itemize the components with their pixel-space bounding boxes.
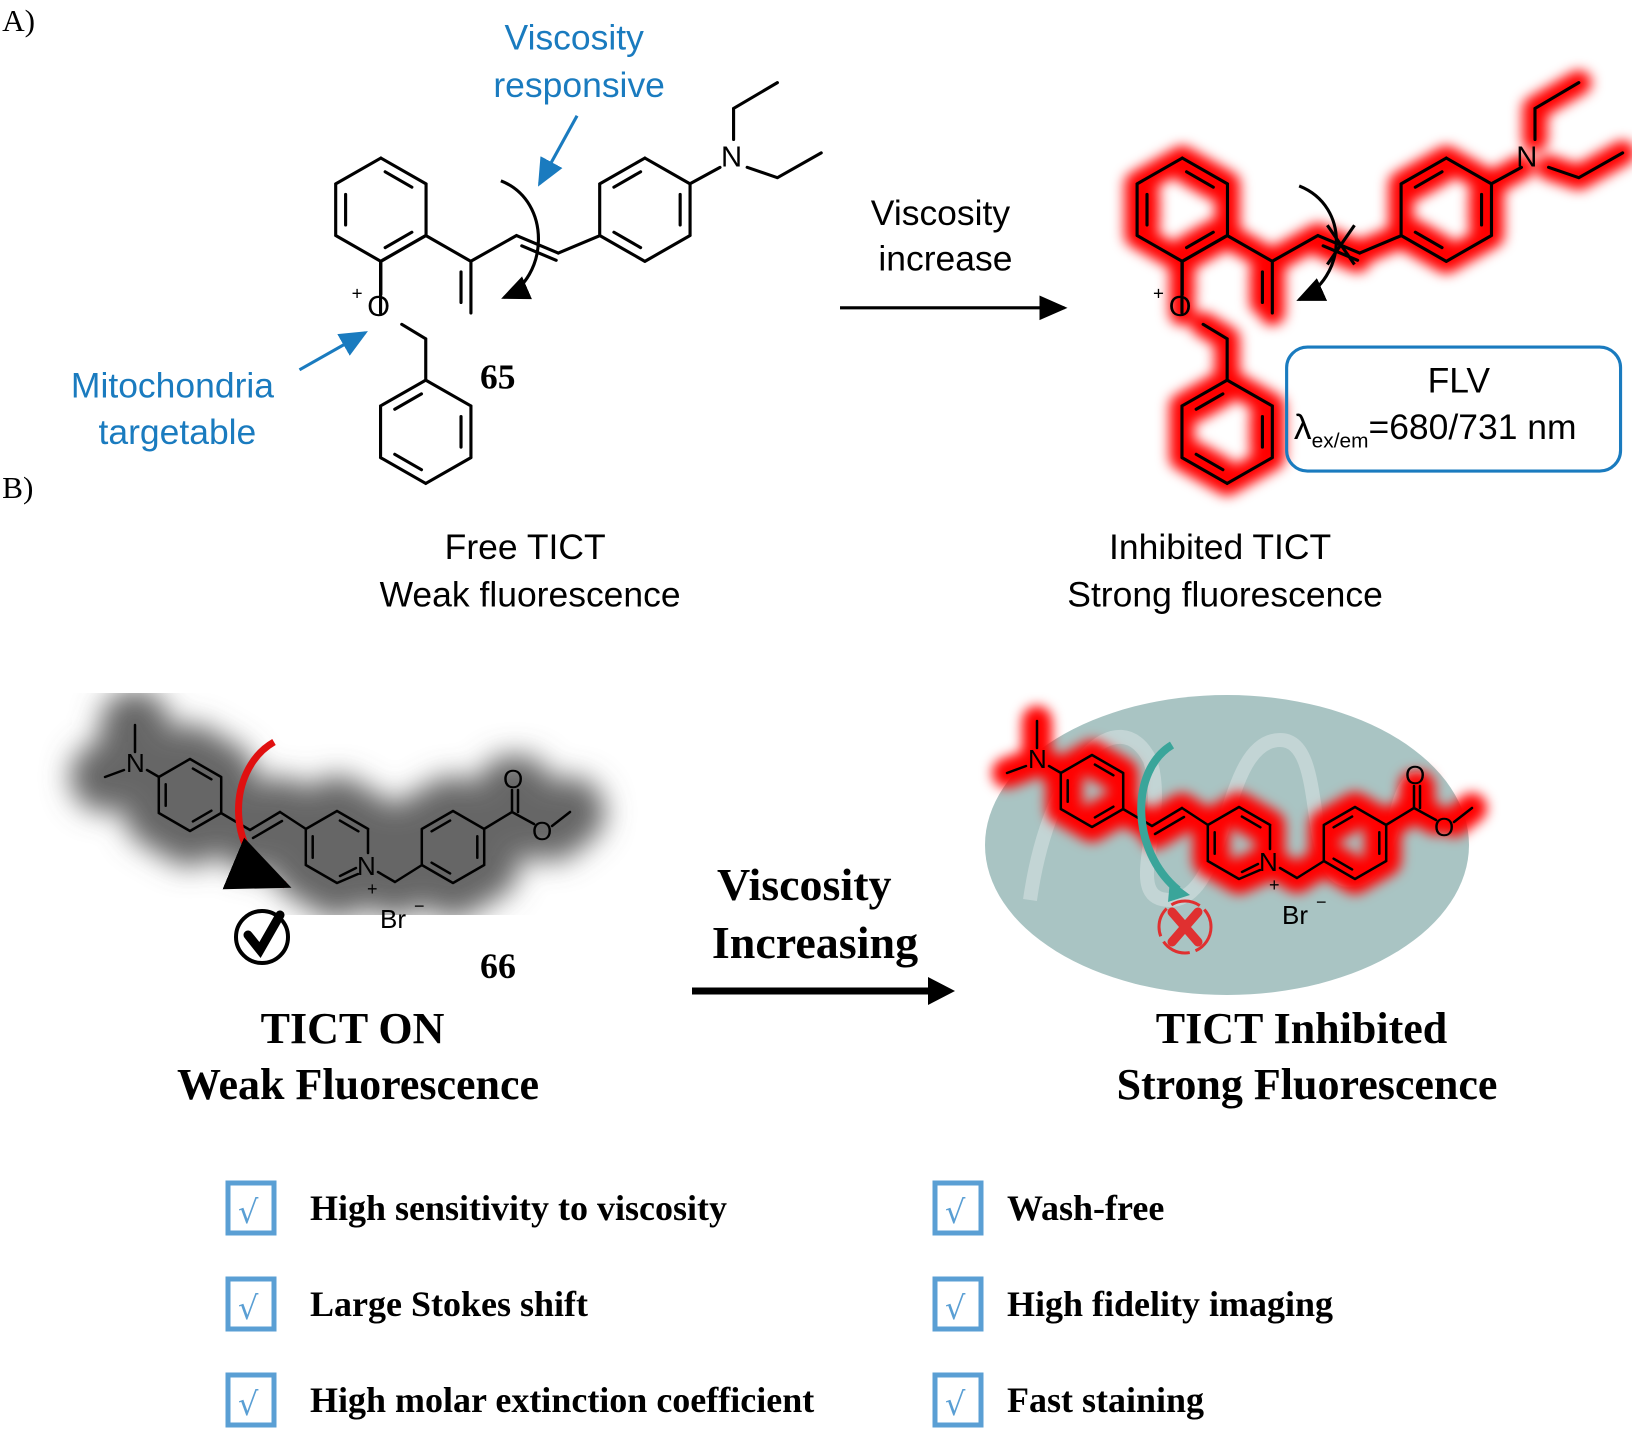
glow-halo	[70, 690, 605, 918]
nitrogen-atom-label: N	[126, 748, 145, 778]
feature-label: High molar extinction coefficient	[310, 1380, 814, 1420]
annotation-arrow-icon	[298, 331, 368, 372]
check-mark-icon: √	[945, 1385, 966, 1423]
oxygen-atom-label: O	[503, 764, 523, 794]
probe-wavelengths: λex/em=680/731 nm	[1294, 408, 1577, 452]
nitrogen-charge: +	[1269, 875, 1280, 895]
prohibited-x-icon	[1157, 899, 1213, 955]
check-mark-icon: √	[238, 1289, 259, 1327]
bromide-label: Br	[1282, 900, 1308, 930]
bromide-label: Br	[380, 904, 406, 934]
compound-66-in-mitochondria-structure	[992, 706, 1487, 894]
nitrogen-atom-label: N	[721, 141, 742, 173]
feature-label: Large Stokes shift	[310, 1284, 588, 1324]
nitrogen-atom-label: N	[1516, 141, 1537, 173]
checkbox-icon	[225, 1372, 277, 1428]
checkbox-icon	[932, 1180, 984, 1236]
check-mark-icon: √	[238, 1385, 259, 1423]
check-mark-icon: √	[945, 1289, 966, 1327]
feature-checklist: √ High sensitivity to viscosity √ Large Sto…	[225, 1180, 1333, 1428]
reaction-arrow-label: Viscosity increase	[871, 194, 1020, 278]
bromide-charge: −	[414, 896, 425, 916]
bond-lines	[103, 723, 572, 885]
oxygen-atom-label: O	[1169, 291, 1192, 323]
annotation-arrow-icon	[537, 114, 579, 187]
oxygen-charge: +	[1153, 283, 1164, 304]
compound-number-66: 66	[480, 946, 516, 986]
feature-label: Wash-free	[1007, 1188, 1164, 1228]
feature-label: High sensitivity to viscosity	[310, 1188, 727, 1228]
mitochondria-targetable-annotation: Mitochondria targetable	[71, 367, 284, 452]
arrowhead-icon	[928, 977, 955, 1005]
feature-label: Fast staining	[1007, 1380, 1204, 1420]
compound-66-structure	[70, 690, 605, 918]
oxygen-atom-label: O	[1434, 812, 1454, 842]
compound-65-atom-labels: O + N	[352, 141, 743, 323]
left-caption-a: Free TICT Weak fluorescence	[380, 528, 681, 614]
checkbox-icon	[225, 1180, 277, 1236]
flv-glowing-structure	[1124, 70, 1632, 496]
compound-66-glow-atom-labels: N N + O O Br −	[1028, 744, 1454, 930]
check-mark-icon: √	[945, 1193, 966, 1231]
bond-lines	[1005, 719, 1474, 881]
viscosity-responsive-annotation: Viscosity responsive	[493, 19, 665, 105]
rotation-arrow-icon	[1296, 184, 1338, 301]
feature-item: √ High molar extinction coefficient	[225, 1372, 814, 1428]
nitrogen-atom-label: N	[1028, 744, 1047, 774]
bond-lines	[334, 81, 823, 485]
probe-name: FLV	[1428, 362, 1491, 401]
oxygen-atom-label: O	[367, 291, 390, 323]
compound-65-structure	[334, 81, 823, 485]
checkbox-icon	[932, 1372, 984, 1428]
compound-number-65: 65	[480, 358, 515, 397]
blocked-cross-icon	[1326, 224, 1356, 266]
oxygen-atom-label: O	[1405, 760, 1425, 790]
compound-66-atom-labels: N N + O O Br −	[126, 748, 552, 934]
rotation-arrow-icon	[222, 738, 292, 890]
nitrogen-atom-label: N	[1259, 847, 1278, 877]
checkbox-icon	[225, 1276, 277, 1332]
check-mark-icon: √	[238, 1193, 259, 1231]
nitrogen-charge: +	[367, 879, 378, 899]
nitrogen-atom-label: N	[357, 851, 376, 881]
flv-atom-labels: O + N	[1153, 141, 1537, 323]
bond-lines	[1135, 81, 1625, 485]
arrowhead-icon	[1168, 880, 1190, 902]
checkbox-icon	[932, 1276, 984, 1332]
oxygen-atom-label: O	[532, 816, 552, 846]
check-circle-icon	[234, 909, 290, 965]
right-caption-b: TICT Inhibited Strong Fluorescence	[1117, 1004, 1498, 1109]
reaction-arrow-label-b: Viscosity Increasing	[712, 859, 918, 968]
feature-label: High fidelity imaging	[1007, 1284, 1333, 1324]
feature-item: √ High sensitivity to viscosity	[225, 1180, 727, 1236]
feature-item: √ High fidelity imaging	[932, 1276, 1333, 1332]
blocked-rotation-arrow-icon	[1137, 741, 1181, 894]
panel-a-label: A)	[2, 3, 35, 38]
feature-item: √ Fast staining	[932, 1372, 1204, 1428]
left-caption-b: TICT ON Weak Fluorescence	[177, 1004, 539, 1109]
feature-item: √ Large Stokes shift	[225, 1276, 588, 1332]
rotation-arrow-icon	[500, 179, 541, 300]
flv-info-box: FLV λex/em=680/731 nm	[1285, 345, 1623, 473]
feature-item: √ Wash-free	[932, 1180, 1164, 1236]
bromide-charge: −	[1316, 892, 1327, 912]
panel-b-label: B)	[2, 470, 33, 505]
right-caption-a: Inhibited TICT Strong fluorescence	[1067, 528, 1383, 614]
oxygen-charge: +	[352, 283, 363, 304]
